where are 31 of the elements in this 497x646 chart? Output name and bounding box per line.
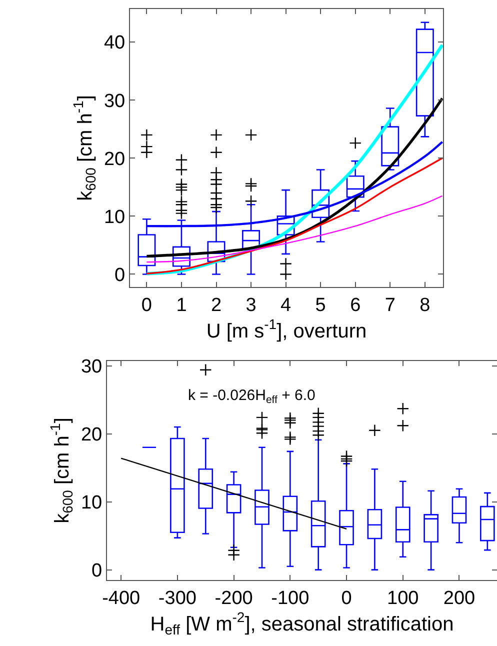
x-tick-label: 3: [246, 294, 256, 316]
x-axis-title: H$_{eff}$ [W m$^{-2}$], seasonal stratification: [150, 608, 454, 638]
x-tick-label: 2: [210, 294, 222, 316]
y-tick-label: 10: [104, 206, 126, 228]
y-tick-label: 20: [104, 148, 126, 170]
y-tick-label: 40: [104, 32, 126, 54]
x-tick-label: -400: [102, 588, 140, 609]
x-tick-label: -100: [271, 588, 310, 609]
y-tick-label: 20: [80, 424, 102, 446]
y-tick-label: 30: [104, 90, 126, 112]
x-tick-label: -300: [158, 588, 196, 609]
x-tick-label: 0: [141, 294, 152, 316]
x-tick-label: 7: [384, 294, 396, 316]
x-tick-label: 5: [315, 294, 326, 316]
x-tick-label: 100: [387, 588, 419, 609]
x-tick-label: 8: [420, 294, 430, 316]
line-series: [146, 195, 443, 263]
x-tick-label: 1: [176, 294, 187, 316]
y-tick-label: 30: [80, 356, 102, 378]
x-tick-label: 200: [443, 588, 476, 609]
y-tick-label: 0: [92, 560, 102, 582]
annotation: k = -0.026H$_{eff}$ + 6.0: [188, 387, 316, 406]
y-tick-label: 0: [114, 264, 126, 286]
line-series: [146, 157, 443, 274]
x-tick-label: 4: [280, 294, 292, 316]
line-series: [145, 97, 443, 258]
y-tick-label: 10: [80, 492, 102, 514]
x-tick-label: -200: [214, 588, 253, 609]
x-axis-title: U [m s$^{-1}$], overturn: [206, 316, 367, 342]
x-tick-label: 0: [341, 588, 352, 609]
x-tick-label: 6: [350, 294, 361, 316]
